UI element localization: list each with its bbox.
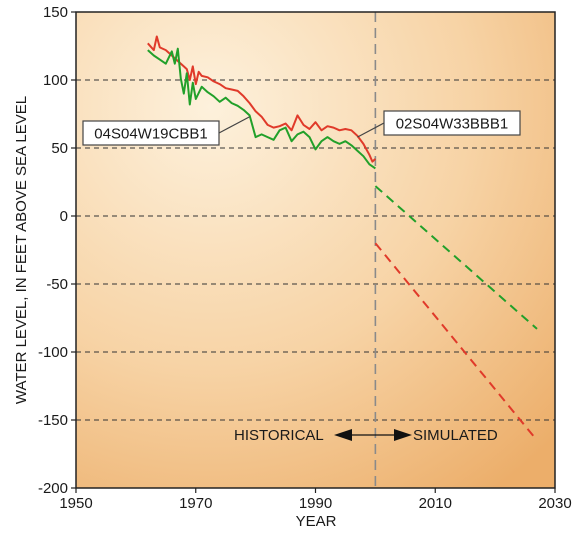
gridlines — [76, 79, 555, 421]
well-annotations: 04S04W19CBB1 02S04W33BBB1 — [82, 110, 521, 146]
x-tick-label: 1970 — [179, 495, 212, 512]
y-tick-label: -150 — [38, 412, 68, 429]
x-tick-label: 1990 — [299, 495, 332, 512]
simulated-label: SIMULATED — [413, 427, 498, 444]
x-tick-label: 2030 — [538, 495, 571, 512]
y-tick-label: -100 — [38, 344, 68, 361]
y-axis-label: WATER LEVEL, IN FEET ABOVE SEA LEVEL — [13, 96, 30, 404]
y-tick-label: 150 — [43, 4, 68, 21]
series-line-simulated — [374, 185, 538, 330]
y-tick-label: -200 — [38, 480, 68, 497]
arrow-right-head — [394, 429, 412, 441]
annotation-leader — [218, 116, 250, 134]
annotation-box — [383, 110, 521, 136]
y-tick-label: 50 — [51, 140, 68, 157]
series-line-simulated — [374, 242, 538, 442]
plot-background — [76, 12, 555, 488]
annotation-leader — [357, 122, 385, 138]
annotation-label: 04S04W19CBB1 — [94, 126, 207, 143]
series-line-historical — [147, 35, 377, 163]
annotation-label: 02S04W33BBB1 — [396, 116, 509, 133]
series-lines — [147, 35, 538, 442]
x-tick-label: 2010 — [419, 495, 452, 512]
arrow-left-head — [334, 429, 352, 441]
y-tick-label: -50 — [46, 276, 68, 293]
x-tick-label: 1950 — [59, 495, 92, 512]
historical-label: HISTORICAL — [234, 427, 324, 444]
x-axis-label: YEAR — [296, 513, 337, 530]
series-line-historical — [147, 47, 376, 170]
direction-arrow — [334, 429, 412, 441]
annotation-box — [82, 120, 220, 146]
y-tick-label: 100 — [43, 72, 68, 89]
y-tick-label: 0 — [60, 208, 68, 225]
